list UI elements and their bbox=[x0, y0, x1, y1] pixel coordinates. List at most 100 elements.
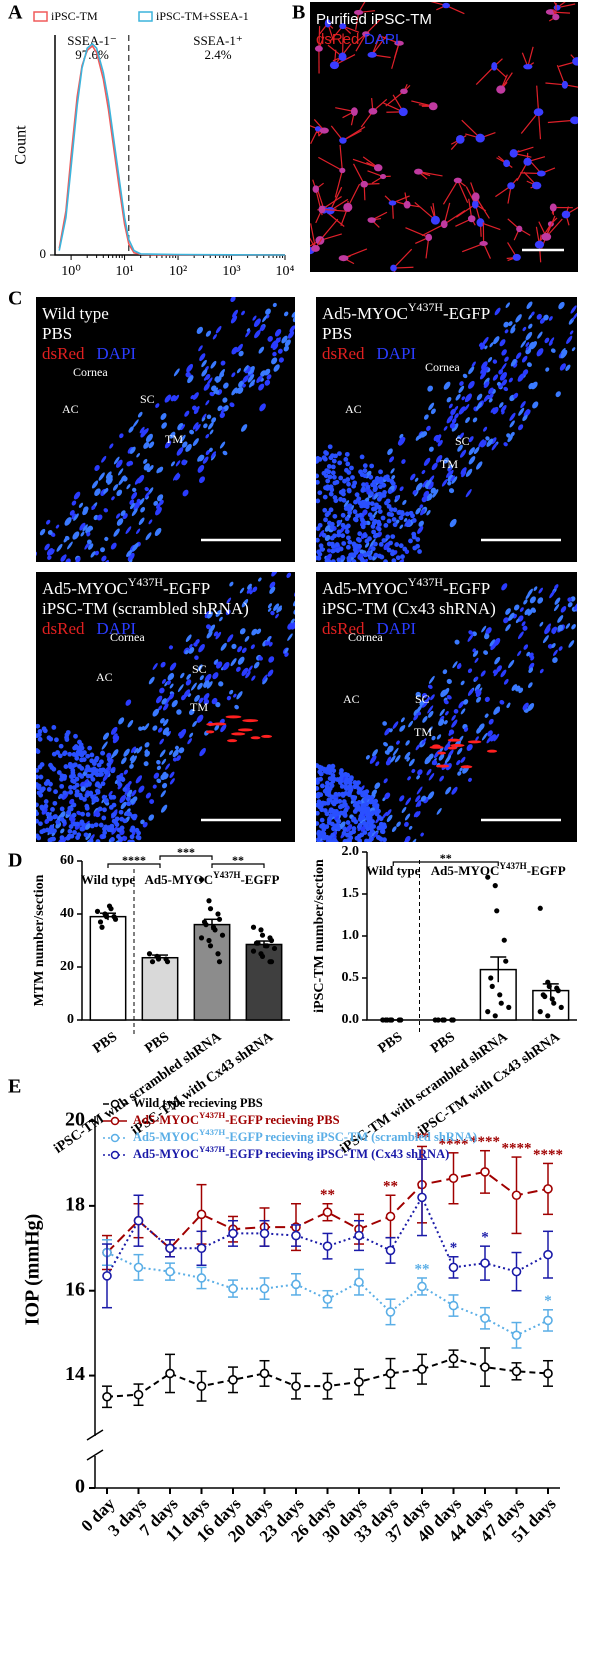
lens-cell bbox=[316, 498, 321, 504]
nucleus bbox=[454, 413, 459, 419]
lens-cell bbox=[36, 802, 39, 808]
nucleus bbox=[549, 590, 556, 599]
nucleus bbox=[541, 233, 552, 241]
nucleus bbox=[110, 726, 118, 735]
nucleus bbox=[159, 499, 164, 506]
text-part: -EGFP recieving PBS bbox=[225, 1113, 339, 1127]
marker bbox=[259, 1228, 270, 1239]
nucleus bbox=[206, 630, 213, 639]
nucleus bbox=[105, 474, 113, 484]
lens-cell bbox=[334, 547, 340, 553]
marker bbox=[259, 1283, 270, 1294]
nucleus bbox=[80, 786, 86, 792]
region-label: AC bbox=[345, 402, 362, 416]
nucleus bbox=[121, 757, 127, 765]
data-point bbox=[94, 908, 101, 914]
lens-cell bbox=[392, 522, 398, 528]
nucleus bbox=[126, 483, 131, 490]
nucleus bbox=[145, 792, 152, 799]
lens-cell bbox=[70, 767, 76, 773]
nucleus bbox=[506, 433, 511, 438]
nucleus bbox=[484, 713, 489, 718]
nucleus bbox=[448, 403, 453, 409]
lens-cell bbox=[365, 485, 371, 490]
nucleus bbox=[404, 821, 409, 827]
marker bbox=[543, 1249, 553, 1260]
lens-cell bbox=[101, 794, 107, 800]
data-point bbox=[164, 959, 171, 965]
data-point bbox=[450, 1017, 456, 1023]
nucleus bbox=[231, 346, 238, 355]
cell-process bbox=[539, 223, 552, 243]
nucleus bbox=[129, 763, 134, 769]
lens-cell bbox=[357, 531, 363, 537]
nucleus bbox=[60, 828, 65, 834]
data-point bbox=[492, 883, 498, 889]
x-tick-label: PBS bbox=[90, 1030, 120, 1057]
nucleus bbox=[240, 424, 248, 432]
nucleus bbox=[468, 366, 475, 375]
nucleus bbox=[131, 508, 138, 517]
nucleus bbox=[185, 443, 192, 452]
nucleus bbox=[456, 663, 462, 669]
lens-cell bbox=[378, 821, 384, 827]
lens-cell bbox=[347, 784, 352, 790]
nucleus bbox=[501, 349, 507, 356]
nucleus bbox=[51, 564, 57, 570]
cell-process bbox=[371, 36, 381, 56]
lens-cell bbox=[108, 804, 114, 810]
nucleus bbox=[455, 135, 465, 144]
nucleus bbox=[517, 631, 524, 640]
lens-cell bbox=[330, 464, 336, 470]
lens-cell bbox=[357, 537, 362, 543]
lens-cell bbox=[316, 785, 320, 791]
nucleus bbox=[567, 602, 573, 608]
nucleus bbox=[160, 413, 167, 420]
nucleus bbox=[185, 679, 192, 686]
nucleus bbox=[71, 513, 77, 520]
nucleus bbox=[523, 644, 529, 650]
nucleus bbox=[450, 475, 455, 482]
lens-cell bbox=[411, 534, 417, 540]
nucleus bbox=[181, 694, 186, 701]
nucleus bbox=[479, 240, 488, 247]
x-tick-label: 10⁰ bbox=[61, 264, 81, 279]
nucleus bbox=[251, 675, 256, 681]
nucleus bbox=[131, 789, 137, 797]
nucleus bbox=[110, 750, 117, 759]
lens-cell bbox=[374, 803, 380, 808]
nucleus bbox=[397, 558, 405, 562]
lens-cell bbox=[391, 558, 397, 562]
nucleus bbox=[577, 365, 584, 372]
nucleus bbox=[444, 755, 452, 764]
lens-cell bbox=[381, 538, 387, 543]
cell-process bbox=[310, 128, 319, 144]
marker bbox=[102, 1271, 112, 1281]
nucleus bbox=[86, 531, 91, 537]
nucleus bbox=[561, 80, 568, 89]
lens-cell bbox=[73, 733, 78, 739]
marker bbox=[291, 1381, 301, 1391]
nucleus bbox=[101, 455, 107, 463]
lens-cell bbox=[326, 820, 332, 825]
nucleus bbox=[395, 843, 404, 853]
lens-cell bbox=[127, 811, 132, 817]
lens-cell bbox=[373, 552, 379, 558]
lens-cell bbox=[353, 517, 359, 523]
nucleus bbox=[503, 617, 509, 624]
lens-cell bbox=[331, 458, 337, 464]
nucleus bbox=[75, 556, 81, 562]
lens-cell bbox=[365, 812, 370, 818]
lens-cell bbox=[363, 793, 369, 798]
data-point bbox=[488, 975, 494, 981]
nucleus bbox=[189, 429, 195, 435]
nucleus bbox=[475, 689, 481, 695]
cell-process bbox=[321, 196, 342, 210]
lens-cell bbox=[326, 559, 332, 562]
lens-cell bbox=[74, 755, 80, 761]
nucleus bbox=[522, 414, 528, 422]
lens-cell bbox=[62, 774, 68, 779]
axis-break bbox=[86, 1429, 104, 1461]
nucleus bbox=[178, 731, 183, 737]
nucleus bbox=[202, 456, 209, 464]
